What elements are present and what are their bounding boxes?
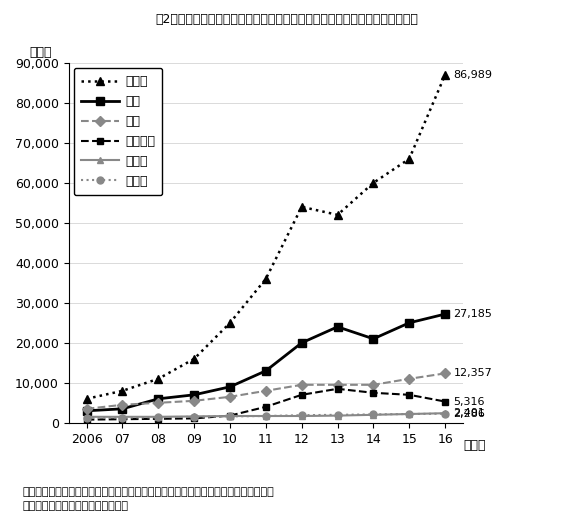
技術契約 (298, 392, 305, 398)
競争類 (441, 410, 448, 416)
Text: 2,401: 2,401 (453, 408, 485, 418)
著作権 (441, 72, 448, 78)
商標 (155, 396, 162, 402)
商標 (227, 384, 234, 390)
Line: 競争類: 競争類 (83, 410, 448, 420)
その他 (406, 411, 413, 417)
著作権 (227, 320, 234, 326)
専利 (227, 394, 234, 400)
その他 (298, 412, 305, 418)
Legend: 著作権, 商標, 専利, 技術契約, 競争類, その他: 著作権, 商標, 専利, 技術契約, 競争類, その他 (73, 68, 162, 195)
著作権 (406, 156, 413, 162)
専利 (406, 376, 413, 382)
競争類 (262, 413, 269, 419)
技術契約 (370, 390, 377, 396)
その他 (334, 411, 341, 418)
技術契約 (334, 386, 341, 392)
専利 (262, 388, 269, 394)
技術契約 (155, 416, 162, 422)
商標 (334, 324, 341, 330)
技術契約 (83, 417, 90, 423)
Text: 図2　全国地方法院における知的財産権の民事一審事件新規受理件数（類別）: 図2 全国地方法院における知的財産権の民事一審事件新規受理件数（類別） (156, 13, 418, 26)
商標 (83, 408, 90, 414)
専利 (334, 382, 341, 388)
その他 (119, 415, 126, 421)
技術契約 (441, 399, 448, 405)
技術契約 (191, 415, 197, 421)
競争類 (119, 414, 126, 420)
競争類 (406, 411, 413, 417)
著作権 (262, 276, 269, 282)
その他 (370, 411, 377, 418)
Text: （件）: （件） (29, 46, 52, 59)
競争類 (227, 413, 234, 419)
Line: 商標: 商標 (83, 310, 449, 415)
著作権 (298, 204, 305, 210)
技術契約 (227, 413, 234, 419)
Text: 27,185: 27,185 (453, 309, 492, 319)
Line: 著作権: 著作権 (83, 71, 449, 403)
著作権 (191, 356, 197, 362)
専利 (370, 382, 377, 388)
競争類 (298, 413, 305, 419)
商標 (370, 336, 377, 342)
その他 (227, 414, 234, 420)
Text: 5,316: 5,316 (453, 397, 485, 406)
専利 (441, 370, 448, 376)
著作権 (370, 180, 377, 186)
その他 (441, 410, 448, 417)
著作権 (155, 376, 162, 382)
競争類 (334, 413, 341, 419)
技術契約 (406, 392, 413, 398)
その他 (262, 413, 269, 419)
専利 (83, 406, 90, 412)
Text: （年）: （年） (464, 439, 486, 452)
商標 (298, 340, 305, 346)
著作権 (83, 396, 90, 402)
商標 (406, 320, 413, 326)
Line: 技術契約: 技術契約 (83, 385, 448, 423)
著作権 (334, 212, 341, 218)
その他 (155, 414, 162, 420)
Line: その他: その他 (83, 410, 448, 421)
Text: （出所）最高人民法院「中国法院知的財産権司法保護状況」各年版、国家知識産権局: （出所）最高人民法院「中国法院知的財産権司法保護状況」各年版、国家知識産権局 (23, 487, 275, 496)
競争類 (191, 414, 197, 420)
競争類 (83, 414, 90, 420)
専利 (191, 398, 197, 404)
競争類 (370, 411, 377, 418)
Text: 86,989: 86,989 (453, 70, 492, 80)
技術契約 (262, 404, 269, 410)
競争類 (155, 414, 162, 420)
商標 (119, 406, 126, 412)
著作権 (119, 388, 126, 394)
技術契約 (119, 416, 126, 422)
Text: 「中国知的財産権保護状況」各年版: 「中国知的財産権保護状況」各年版 (23, 501, 129, 511)
専利 (155, 400, 162, 406)
Text: 2,286: 2,286 (453, 409, 485, 419)
商標 (191, 392, 197, 398)
商標 (262, 368, 269, 374)
専利 (298, 382, 305, 388)
Text: 12,357: 12,357 (453, 368, 492, 379)
その他 (83, 415, 90, 421)
その他 (191, 414, 197, 420)
Line: 専利: 専利 (83, 370, 448, 413)
商標 (441, 311, 448, 317)
専利 (119, 402, 126, 408)
